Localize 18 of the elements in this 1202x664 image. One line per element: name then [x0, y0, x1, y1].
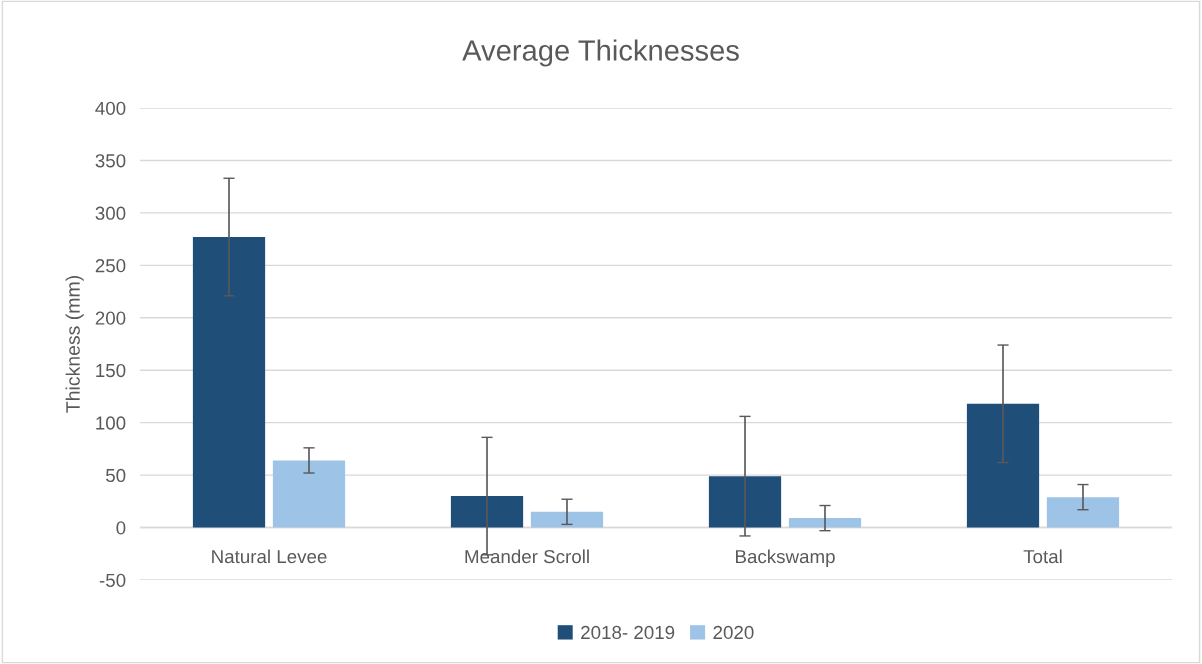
y-tick-label: 300	[95, 206, 126, 220]
y-axis-title: Thickness (mm)	[65, 276, 84, 413]
legend-label: 2018- 2019	[581, 625, 675, 640]
y-tick-label: 0	[116, 521, 126, 535]
y-tick-label: 150	[96, 363, 126, 378]
y-tick-label: 200	[95, 311, 126, 325]
y-tick-label: 100	[96, 416, 126, 430]
x-tick-label: Backswamp	[736, 549, 835, 567]
chart-title: Average Thicknesses	[462, 39, 739, 67]
x-tick-label: Total	[1023, 549, 1062, 564]
y-tick-label: 350	[95, 154, 126, 168]
legend-label: 2020	[713, 625, 754, 640]
y-tick-label: 250	[95, 259, 126, 273]
y-tick-label: -50	[99, 573, 126, 587]
y-tick-label: 400	[95, 101, 126, 115]
y-tick-label: 50	[106, 468, 126, 483]
x-tick-label: Meander Scroll	[465, 549, 589, 564]
x-tick-label: Natural Levee	[212, 549, 327, 564]
